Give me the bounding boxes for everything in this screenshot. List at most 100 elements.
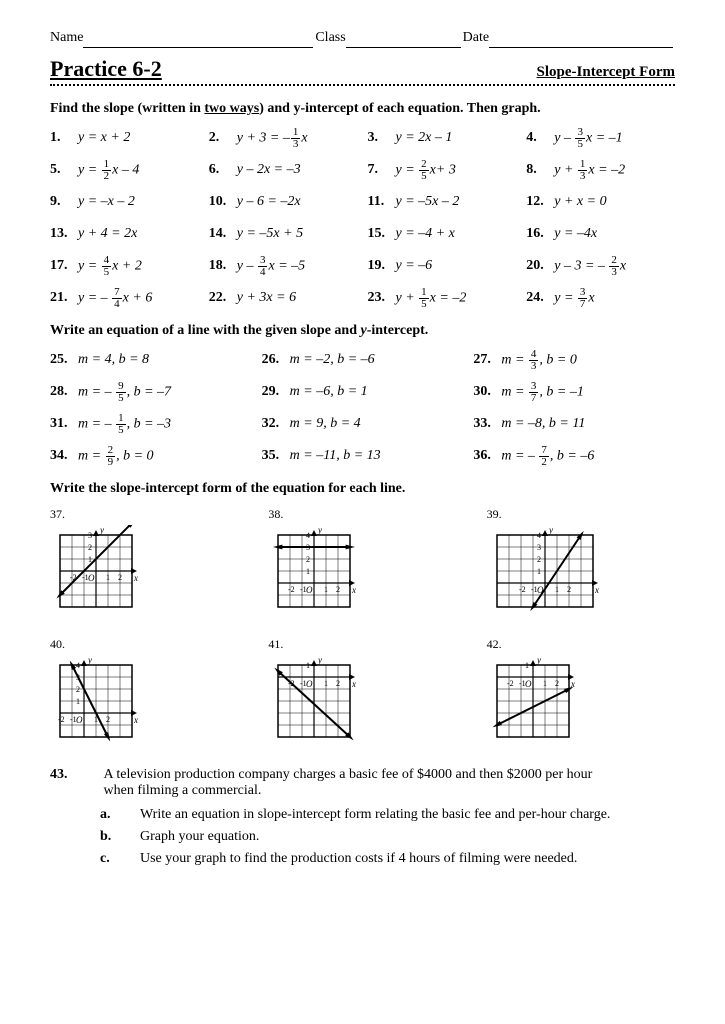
wp-c-label: c. — [100, 851, 140, 867]
wp-b-label: b. — [100, 829, 140, 845]
svg-text:x: x — [594, 585, 599, 595]
problem: 6.y – 2x = –3 — [209, 157, 358, 183]
class-field[interactable] — [346, 30, 461, 48]
svg-text:2: 2 — [336, 585, 340, 594]
problem-number: 36. — [473, 448, 501, 464]
svg-text:2: 2 — [306, 555, 310, 564]
svg-text:-1: -1 — [70, 715, 77, 724]
problem-number: 6. — [209, 162, 237, 178]
instr1-c: ) and y-intercept of each equation. Then… — [259, 101, 540, 116]
wp-text: A television production company charges … — [104, 767, 604, 799]
problem-number: 17. — [50, 258, 78, 274]
problem-number: 28. — [50, 384, 78, 400]
svg-text:2: 2 — [336, 679, 340, 688]
svg-text:y: y — [548, 525, 553, 535]
problem-number: 31. — [50, 416, 78, 432]
graph-g41: 41. yxO-2-1121 — [268, 637, 456, 747]
problem-grid-2: 25.m = 4, b = 826.m = –2, b = –627.m = 4… — [50, 347, 675, 469]
problem: 26.m = –2, b = –6 — [262, 347, 464, 373]
graph-svg: yxO-2-1121234 — [487, 525, 675, 617]
graph-svg: yxO-2-1121 — [487, 655, 675, 747]
problem-number: 20. — [526, 258, 554, 274]
name-field[interactable] — [83, 30, 313, 48]
svg-text:x: x — [351, 585, 356, 595]
graph-grid: 37. yxO-2-112123 38. yxO-2-1121234 39. y… — [50, 507, 675, 747]
problem: 27.m = 43, b = 0 — [473, 347, 675, 373]
wp-number: 43. — [50, 767, 100, 783]
instr1-b: two ways — [204, 101, 259, 116]
svg-text:3: 3 — [537, 543, 541, 552]
wp-b-text: Graph your equation. — [140, 829, 675, 845]
svg-text:x: x — [351, 679, 356, 689]
problem: 20.y – 3 = – 23x — [526, 253, 675, 279]
graph-svg: yxO-2-1121 — [268, 655, 456, 747]
problem: 5.y = 12x – 4 — [50, 157, 199, 183]
graph-number: 41. — [268, 637, 456, 652]
problem-number: 15. — [368, 226, 396, 242]
problem-number: 19. — [368, 258, 396, 274]
problem-number: 4. — [526, 130, 554, 146]
problem: 4.y – 35x = –1 — [526, 125, 675, 151]
problem-number: 32. — [262, 416, 290, 432]
graph-number: 37. — [50, 507, 238, 522]
problem: 32.m = 9, b = 4 — [262, 411, 464, 437]
instruction-3: Write the slope-intercept form of the eq… — [50, 481, 675, 497]
problem: 33.m = –8, b = 11 — [473, 411, 675, 437]
svg-text:y: y — [536, 655, 541, 665]
svg-text:-1: -1 — [531, 585, 538, 594]
problem-number: 33. — [473, 416, 501, 432]
header-fields: Name Class Date — [50, 30, 675, 48]
problem: 16.y = –4x — [526, 221, 675, 247]
svg-text:1: 1 — [543, 679, 547, 688]
svg-text:y: y — [87, 655, 92, 665]
svg-text:1: 1 — [537, 567, 541, 576]
instruction-1: Find the slope (written in two ways) and… — [50, 101, 675, 117]
graph-g39: 39. yxO-2-1121234 — [487, 507, 675, 617]
problem-number: 2. — [209, 130, 237, 146]
svg-text:-1: -1 — [300, 585, 307, 594]
svg-text:1: 1 — [306, 661, 310, 670]
problem: 29.m = –6, b = 1 — [262, 379, 464, 405]
date-label: Date — [463, 30, 489, 48]
wp-sub-a: a. Write an equation in slope-intercept … — [100, 807, 675, 823]
svg-text:-1: -1 — [519, 679, 526, 688]
wp-c-text: Use your graph to find the production co… — [140, 851, 675, 867]
problem: 36.m = – 72, b = –6 — [473, 443, 675, 469]
graph-g42: 42. yxO-2-1121 — [487, 637, 675, 747]
svg-text:y: y — [99, 525, 104, 535]
svg-text:2: 2 — [567, 585, 571, 594]
problem: 21.y = – 74x + 6 — [50, 285, 199, 311]
svg-text:-2: -2 — [507, 679, 514, 688]
svg-text:-2: -2 — [288, 585, 295, 594]
problem: 14.y = –5x + 5 — [209, 221, 358, 247]
svg-text:O: O — [306, 679, 313, 689]
problem: 30.m = 37, b = –1 — [473, 379, 675, 405]
problem-number: 26. — [262, 352, 290, 368]
problem-grid-1: 1.y = x + 22.y + 3 = –13x3.y = 2x – 14.y… — [50, 125, 675, 311]
instr2-a: Write an equation of a line with the giv… — [50, 323, 361, 338]
svg-text:y: y — [317, 525, 322, 535]
instr1-a: Find the slope (written in — [50, 101, 204, 116]
svg-text:1: 1 — [525, 661, 529, 670]
problem: 28.m = – 95, b = –7 — [50, 379, 252, 405]
page-subtitle: Slope-Intercept Form — [537, 64, 675, 81]
svg-text:3: 3 — [88, 531, 92, 540]
problem: 18.y – 34x = –5 — [209, 253, 358, 279]
problem: 22.y + 3x = 6 — [209, 285, 358, 311]
date-field[interactable] — [489, 30, 673, 48]
problem-number: 21. — [50, 290, 78, 306]
problem-number: 18. — [209, 258, 237, 274]
title-row: Practice 6-2 Slope-Intercept Form — [50, 56, 675, 86]
svg-text:2: 2 — [88, 543, 92, 552]
problem: 34.m = 29, b = 0 — [50, 443, 252, 469]
svg-text:1: 1 — [306, 567, 310, 576]
problem-number: 23. — [368, 290, 396, 306]
graph-svg: yxO-2-1121234 — [268, 525, 456, 617]
problem: 1.y = x + 2 — [50, 125, 199, 151]
problem-number: 22. — [209, 290, 237, 306]
word-problem-43: 43. A television production company char… — [50, 767, 675, 867]
graph-number: 39. — [487, 507, 675, 522]
problem-number: 34. — [50, 448, 78, 464]
problem: 17.y = 45x + 2 — [50, 253, 199, 279]
graph-svg: yxO-2-1121234 — [50, 655, 238, 747]
